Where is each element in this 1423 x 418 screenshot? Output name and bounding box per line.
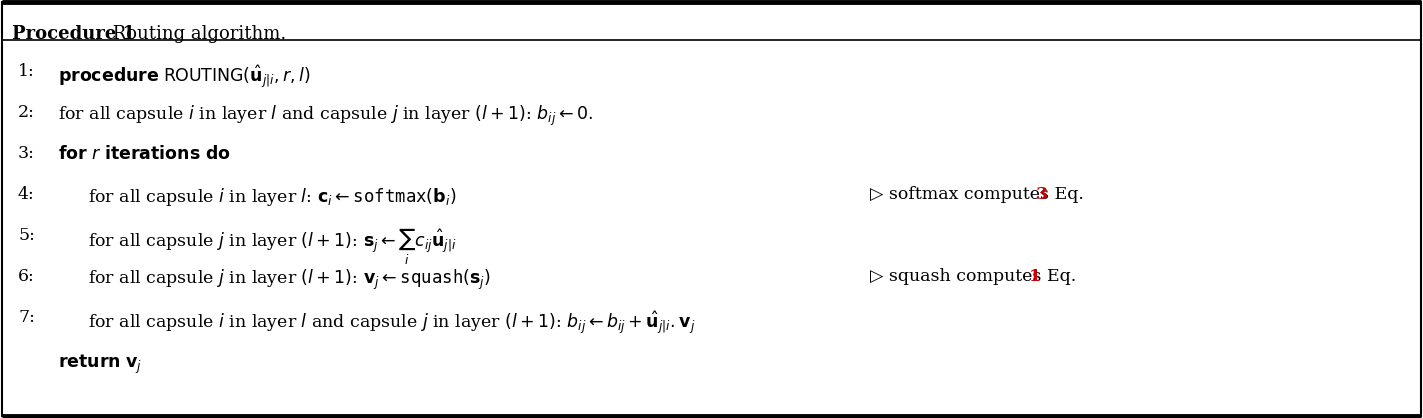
Text: 3: 3: [1036, 186, 1047, 203]
Text: 6:: 6:: [18, 268, 34, 285]
Text: $\mathbf{return}$ $\mathbf{v}_j$: $\mathbf{return}$ $\mathbf{v}_j$: [58, 353, 142, 376]
Text: for all capsule $j$ in layer $(l+1)$: $\mathbf{s}_j \leftarrow \sum_i c_{ij}\hat: for all capsule $j$ in layer $(l+1)$: $\…: [88, 227, 457, 267]
Text: 3:: 3:: [18, 145, 36, 162]
Text: for all capsule $j$ in layer $(l+1)$: $\mathbf{v}_j \leftarrow \mathtt{squash}(\: for all capsule $j$ in layer $(l+1)$: $\…: [88, 268, 491, 292]
Text: $\mathbf{procedure}$ $\mathrm{R}_{\!}\mathrm{OUTING}$$(\hat{\mathbf{u}}_{j|i}, r: $\mathbf{procedure}$ $\mathrm{R}_{\!}\ma…: [58, 63, 310, 90]
Text: ▷ squash computes Eq.: ▷ squash computes Eq.: [869, 268, 1081, 285]
Text: 5:: 5:: [18, 227, 36, 244]
Text: 4:: 4:: [18, 186, 34, 203]
Text: Routing algorithm.: Routing algorithm.: [107, 25, 286, 43]
Text: 2:: 2:: [18, 104, 36, 121]
Text: Procedure 1: Procedure 1: [11, 25, 135, 43]
Text: 1:: 1:: [18, 63, 34, 80]
Text: $\mathbf{for}$ $\mathit{r}$ $\mathbf{iterations\ do}$: $\mathbf{for}$ $\mathit{r}$ $\mathbf{ite…: [58, 145, 231, 163]
Text: 7:: 7:: [18, 309, 36, 326]
Text: 1: 1: [1029, 268, 1040, 285]
Text: ▷ softmax computes Eq.: ▷ softmax computes Eq.: [869, 186, 1090, 203]
Text: for all capsule $i$ in layer $l$: $\mathbf{c}_i \leftarrow \mathtt{softmax}(\mat: for all capsule $i$ in layer $l$: $\math…: [88, 186, 457, 208]
Text: for all capsule $i$ in layer $l$ and capsule $j$ in layer $(l+1)$: $b_{ij} \left: for all capsule $i$ in layer $l$ and cap…: [58, 104, 593, 128]
Text: for all capsule $i$ in layer $l$ and capsule $j$ in layer $(l+1)$: $b_{ij} \left: for all capsule $i$ in layer $l$ and cap…: [88, 309, 696, 336]
